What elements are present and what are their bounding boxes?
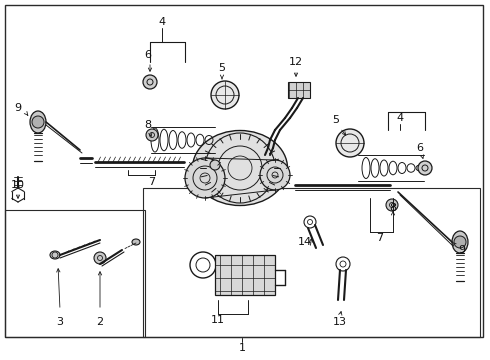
Circle shape [210,160,220,170]
Text: 10: 10 [11,180,25,190]
Circle shape [143,75,157,89]
Circle shape [211,81,239,109]
Circle shape [454,236,466,248]
Text: 2: 2 [97,317,103,327]
Bar [143,188,480,337]
Text: 9: 9 [459,245,466,255]
Text: 5: 5 [333,115,340,125]
Circle shape [418,161,432,175]
Text: 14: 14 [298,237,312,247]
Text: 9: 9 [14,103,22,113]
Text: 7: 7 [376,233,384,243]
Text: 13: 13 [333,317,347,327]
Circle shape [146,129,158,141]
Text: 5: 5 [219,63,225,73]
Circle shape [260,160,290,190]
Ellipse shape [30,111,46,133]
Text: 8: 8 [145,120,151,130]
Text: 6: 6 [416,143,423,153]
Text: 8: 8 [390,203,396,213]
Circle shape [94,252,106,264]
Text: 7: 7 [148,177,155,187]
Circle shape [32,116,44,128]
Ellipse shape [193,131,288,206]
Circle shape [336,129,364,157]
Text: 1: 1 [239,343,245,353]
Text: 3: 3 [56,317,64,327]
Circle shape [185,158,225,198]
Text: 12: 12 [289,57,303,67]
Ellipse shape [132,239,140,245]
Circle shape [386,199,398,211]
Ellipse shape [50,251,60,259]
Text: 6: 6 [145,50,151,60]
Bar [288,82,310,98]
Text: 4: 4 [396,113,404,123]
Ellipse shape [452,231,468,253]
Bar [5,210,145,337]
Text: 11: 11 [211,315,225,325]
Bar [215,255,275,295]
Text: 4: 4 [158,17,166,27]
